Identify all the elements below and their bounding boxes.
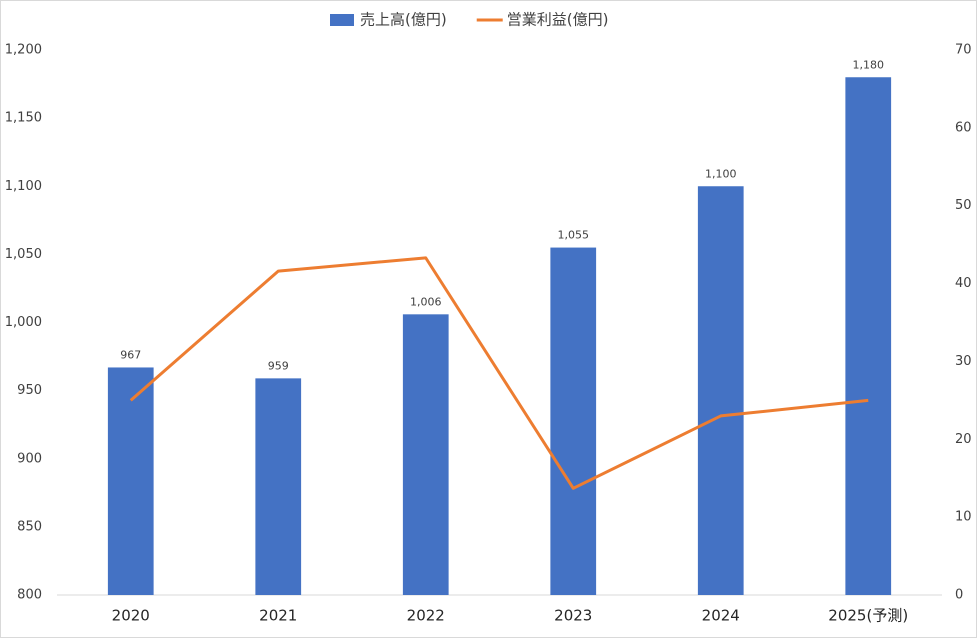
bar [255, 378, 302, 595]
data-label: 1,100 [705, 167, 737, 180]
y-tick-label: 1,050 [5, 247, 42, 262]
bar [550, 247, 597, 595]
data-label: 1,006 [410, 295, 442, 308]
x-tick-label: 2020 [112, 607, 150, 625]
y-tick-label: 850 [17, 519, 42, 534]
x-tick-label: 2023 [554, 607, 592, 625]
legend-label: 売上高(億円) [360, 11, 447, 29]
line [129, 256, 869, 490]
legend-label: 営業利益(億円) [507, 11, 609, 29]
y2-tick-label: 20 [955, 432, 972, 447]
y2-tick-label: 0 [955, 588, 963, 603]
y2-tick-label: 10 [955, 510, 972, 525]
y-tick-label: 1,200 [5, 43, 42, 58]
y-tick-label: 800 [17, 588, 42, 603]
data-label: 967 [120, 348, 141, 361]
x-tick-label: 2022 [407, 607, 445, 625]
y2-tick-label: 70 [955, 43, 972, 58]
bar [845, 77, 892, 595]
bar [107, 367, 154, 595]
y-tick-label: 1,150 [5, 111, 42, 126]
data-label: 1,180 [853, 58, 885, 71]
bar [402, 314, 449, 595]
y2-tick-label: 40 [955, 276, 972, 291]
y-tick-label: 950 [17, 383, 42, 398]
legend-swatch [330, 14, 354, 26]
y-tick-label: 1,000 [5, 315, 42, 330]
bar [697, 186, 744, 595]
data-label: 1,055 [558, 229, 590, 242]
y2-tick-label: 30 [955, 354, 972, 369]
x-tick-label: 2025(予測) [828, 607, 908, 625]
data-label: 959 [268, 359, 289, 372]
x-tick-label: 2024 [702, 607, 740, 625]
y2-tick-label: 50 [955, 198, 972, 213]
x-tick-label: 2021 [259, 607, 297, 625]
y-tick-label: 900 [17, 451, 42, 466]
y-tick-label: 1,100 [5, 179, 42, 194]
y2-tick-label: 60 [955, 120, 972, 135]
